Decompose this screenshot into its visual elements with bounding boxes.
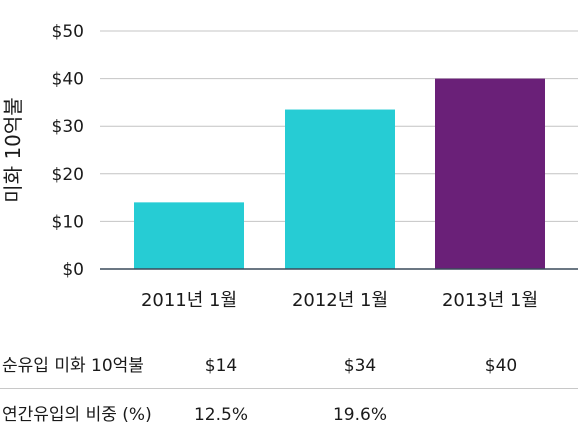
y-axis-label: 미화 10억불 — [1, 97, 25, 202]
table-cell: 12.5% — [193, 405, 248, 425]
table-row-share: 연간유입의 비중 (%) 12.5% 19.6% — [0, 402, 580, 428]
y-tick-label: $20 — [52, 165, 84, 185]
y-tick-label: $0 — [62, 260, 84, 280]
x-tick-label: 2011년 1월 — [141, 290, 237, 311]
y-tick-label: $30 — [52, 117, 84, 137]
category-labels: 2011년 1월 2012년 1월 2013년 1월 — [141, 290, 538, 311]
bars — [134, 78, 545, 269]
x-tick-label: 2012년 1월 — [292, 290, 388, 311]
table-cell: $34 — [343, 356, 377, 376]
row-label: 순유입 미화 10억불 — [2, 356, 144, 376]
bar — [435, 78, 545, 269]
x-tick-label: 2013년 1월 — [442, 290, 538, 311]
table-cell: $14 — [204, 356, 238, 376]
table-divider — [0, 388, 578, 389]
y-tick-label: $40 — [52, 70, 84, 90]
bar — [134, 202, 244, 269]
y-tick-label: $10 — [52, 212, 84, 232]
y-tick-label: $50 — [52, 22, 84, 42]
bar — [285, 109, 395, 269]
table-cell: 19.6% — [332, 405, 387, 425]
row-label: 연간유입의 비중 (%) — [2, 405, 152, 425]
y-tick-labels: $0 $10 $20 $30 $40 $50 — [52, 22, 84, 280]
bar-chart: $0 $10 $20 $30 $40 $50 2011년 1월 2012년 1월 2013년 … — [1, 22, 578, 311]
table-cell: $40 — [484, 356, 518, 376]
table-row-net-inflow: 순유입 미화 10억불 $14 $34 $40 — [0, 353, 580, 379]
